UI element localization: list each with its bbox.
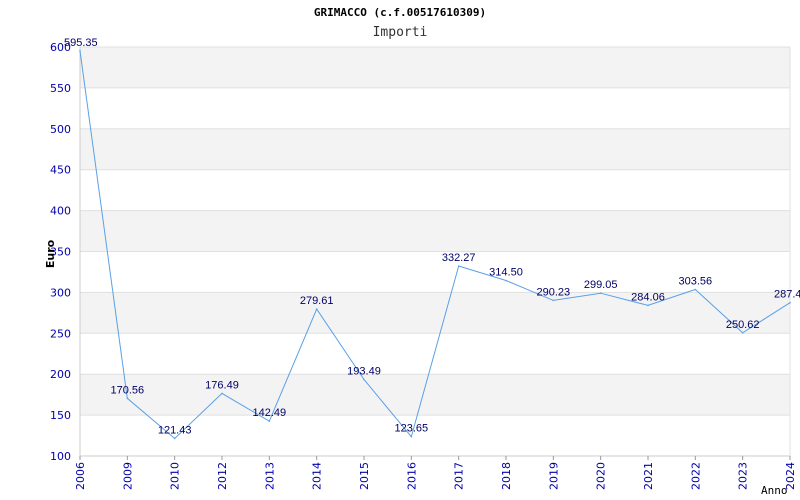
x-axis-ticks: 2006 2009 2010 2012 2013 2014 2015 2016 2017 2018… bbox=[74, 456, 797, 490]
data-label: 123.65 bbox=[395, 423, 429, 435]
grid-band bbox=[80, 87, 790, 129]
data-point bbox=[694, 288, 697, 291]
data-point bbox=[789, 301, 791, 304]
x-tick-label: 2017 bbox=[453, 462, 466, 490]
x-tick-label: 2018 bbox=[500, 462, 513, 490]
data-point bbox=[79, 50, 81, 52]
data-labels: 595.35 170.56 121.43 176.49 142.49 279.61 193.… bbox=[64, 37, 800, 437]
data-point bbox=[741, 331, 744, 334]
data-label: 142.49 bbox=[253, 407, 287, 419]
data-label: 290.23 bbox=[537, 286, 571, 298]
data-point bbox=[457, 265, 460, 267]
y-tick-label: 450 bbox=[50, 164, 71, 177]
x-tick-label: 2013 bbox=[263, 462, 276, 490]
data-label: 287.4 bbox=[774, 289, 800, 301]
grid-band bbox=[80, 415, 790, 456]
data-point bbox=[315, 308, 318, 310]
data-point bbox=[505, 279, 507, 282]
x-tick-label: 2022 bbox=[689, 462, 702, 490]
x-tick-label: 2012 bbox=[216, 462, 229, 490]
y-axis-ticks: 100 150 200 250 300 350 400 450 500 550 600 bbox=[50, 41, 71, 463]
chart-title: GRIMACCO (c.f.00517610309) bbox=[313, 6, 487, 19]
y-axis-label: Euro bbox=[44, 239, 57, 268]
y-tick-label: 500 bbox=[50, 123, 71, 136]
data-point bbox=[363, 378, 365, 381]
data-label: 332.27 bbox=[442, 252, 476, 264]
x-tick-label: 2010 bbox=[169, 462, 182, 490]
series-line-group bbox=[79, 50, 791, 440]
grid-bands bbox=[79, 46, 791, 457]
data-label: 279.61 bbox=[300, 295, 334, 307]
x-tick-label: 2014 bbox=[311, 462, 324, 490]
x-tick-label: 2016 bbox=[405, 462, 418, 490]
x-tick-label: 2019 bbox=[547, 462, 560, 490]
data-label: 176.49 bbox=[205, 379, 239, 391]
grid-band bbox=[80, 169, 790, 211]
x-tick-label: 2024 bbox=[784, 462, 797, 490]
y-tick-label: 350 bbox=[50, 246, 71, 259]
data-point bbox=[268, 420, 271, 423]
grid-band bbox=[80, 374, 790, 416]
y-tick-label: 300 bbox=[50, 286, 71, 299]
data-label: 170.56 bbox=[111, 384, 145, 396]
data-label: 250.62 bbox=[726, 319, 760, 331]
data-point bbox=[552, 299, 555, 302]
x-axis-label: Anno bbox=[761, 484, 788, 497]
data-label: 303.56 bbox=[679, 275, 713, 287]
data-label: 284.06 bbox=[631, 291, 665, 303]
data-point bbox=[126, 397, 129, 400]
y-tick-label: 250 bbox=[50, 327, 71, 340]
x-tick-label: 2015 bbox=[358, 462, 371, 490]
x-tick-label: 2009 bbox=[121, 462, 134, 490]
data-point bbox=[599, 292, 602, 294]
y-tick-label: 100 bbox=[50, 450, 71, 463]
x-tick-label: 2021 bbox=[642, 462, 655, 490]
data-point bbox=[173, 437, 176, 440]
data-point bbox=[221, 392, 223, 395]
y-tick-label: 550 bbox=[50, 82, 71, 95]
data-label: 595.35 bbox=[64, 37, 98, 49]
grid-band bbox=[80, 251, 790, 293]
data-label: 193.49 bbox=[347, 366, 381, 378]
grid-band bbox=[80, 128, 790, 170]
x-tick-label: 2020 bbox=[595, 462, 608, 490]
grid-band bbox=[80, 333, 790, 375]
data-point bbox=[647, 304, 649, 307]
grid-band bbox=[80, 292, 790, 334]
y-tick-label: 150 bbox=[50, 409, 71, 422]
data-label: 299.05 bbox=[584, 279, 618, 291]
data-label: 121.43 bbox=[158, 424, 192, 436]
x-tick-label: 2023 bbox=[737, 462, 750, 490]
data-label: 314.50 bbox=[489, 267, 523, 279]
y-tick-label: 200 bbox=[50, 368, 71, 381]
grid-band bbox=[80, 210, 790, 252]
y-tick-label: 400 bbox=[50, 205, 71, 218]
series-line bbox=[79, 50, 791, 440]
x-tick-label: 2006 bbox=[74, 462, 87, 490]
y-tick-label: 600 bbox=[50, 41, 71, 54]
data-point bbox=[410, 435, 413, 438]
grid-band bbox=[80, 47, 790, 88]
chart-subtitle: Importi bbox=[372, 25, 428, 40]
